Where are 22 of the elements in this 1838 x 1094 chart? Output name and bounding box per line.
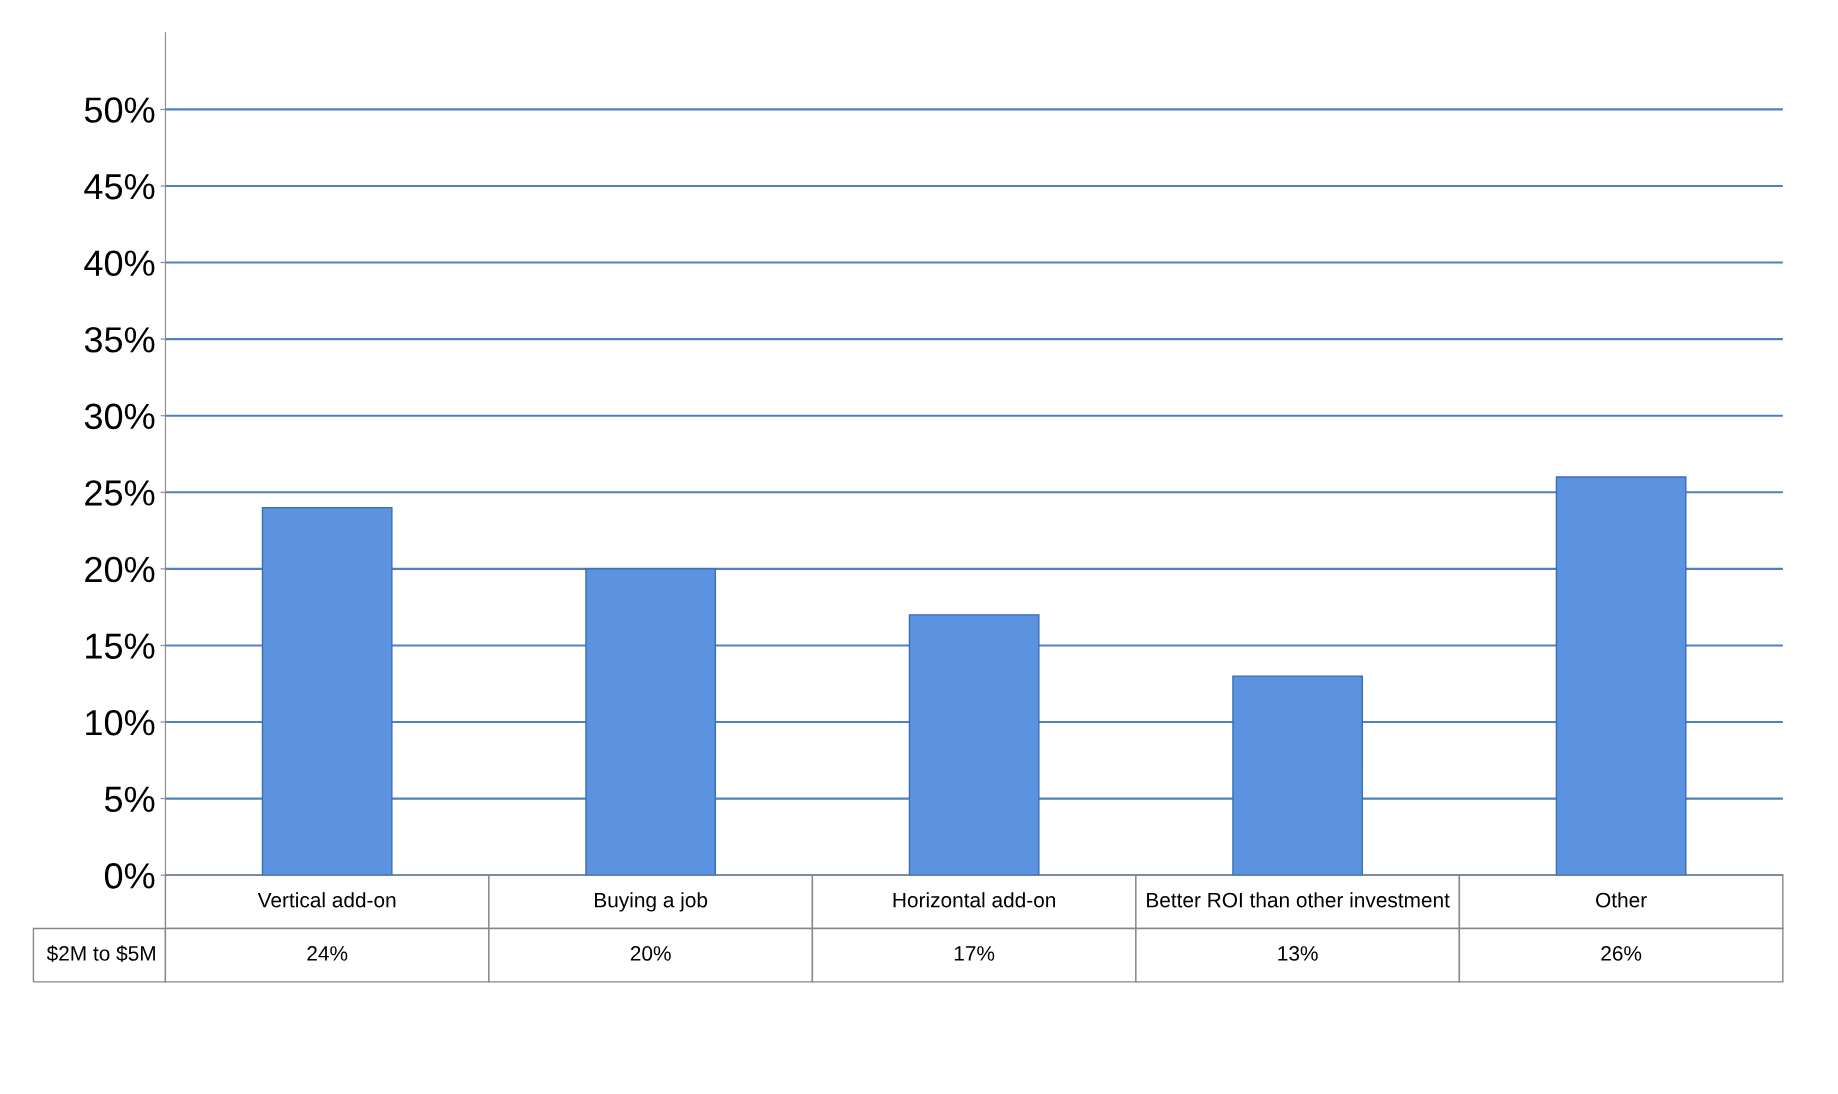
y-tick-label: 50% <box>84 97 155 123</box>
y-tick-label: 5% <box>104 786 155 813</box>
y-tick-label: 40% <box>84 250 155 276</box>
x-tick-label: Other <box>1596 892 1647 908</box>
y-tick-label: 30% <box>84 403 155 430</box>
data-label: 26% <box>1601 946 1642 961</box>
y-tick-label: 15% <box>86 633 155 659</box>
data-label: 13% <box>1278 946 1318 961</box>
y-tick-label: 35% <box>84 327 155 353</box>
y-tick-label: 25% <box>85 480 155 506</box>
x-tick-label: Vertical add-on <box>257 892 396 908</box>
x-tick-label: Better ROI than other investment <box>1147 892 1450 908</box>
x-tick-label: Buying a job <box>595 892 708 912</box>
data-label: 17% <box>954 946 995 961</box>
data-label: 20% <box>630 946 671 961</box>
y-tick-label: 10% <box>86 709 155 736</box>
text: $2M to $5M <box>46 945 155 963</box>
data-label: 24% <box>307 946 348 961</box>
y-tick-label: 0% <box>104 863 155 889</box>
x-tick-label: Horizontal add-on <box>893 892 1056 908</box>
y-tick-label: 45% <box>84 174 155 200</box>
y-tick-label: 20% <box>85 556 155 583</box>
